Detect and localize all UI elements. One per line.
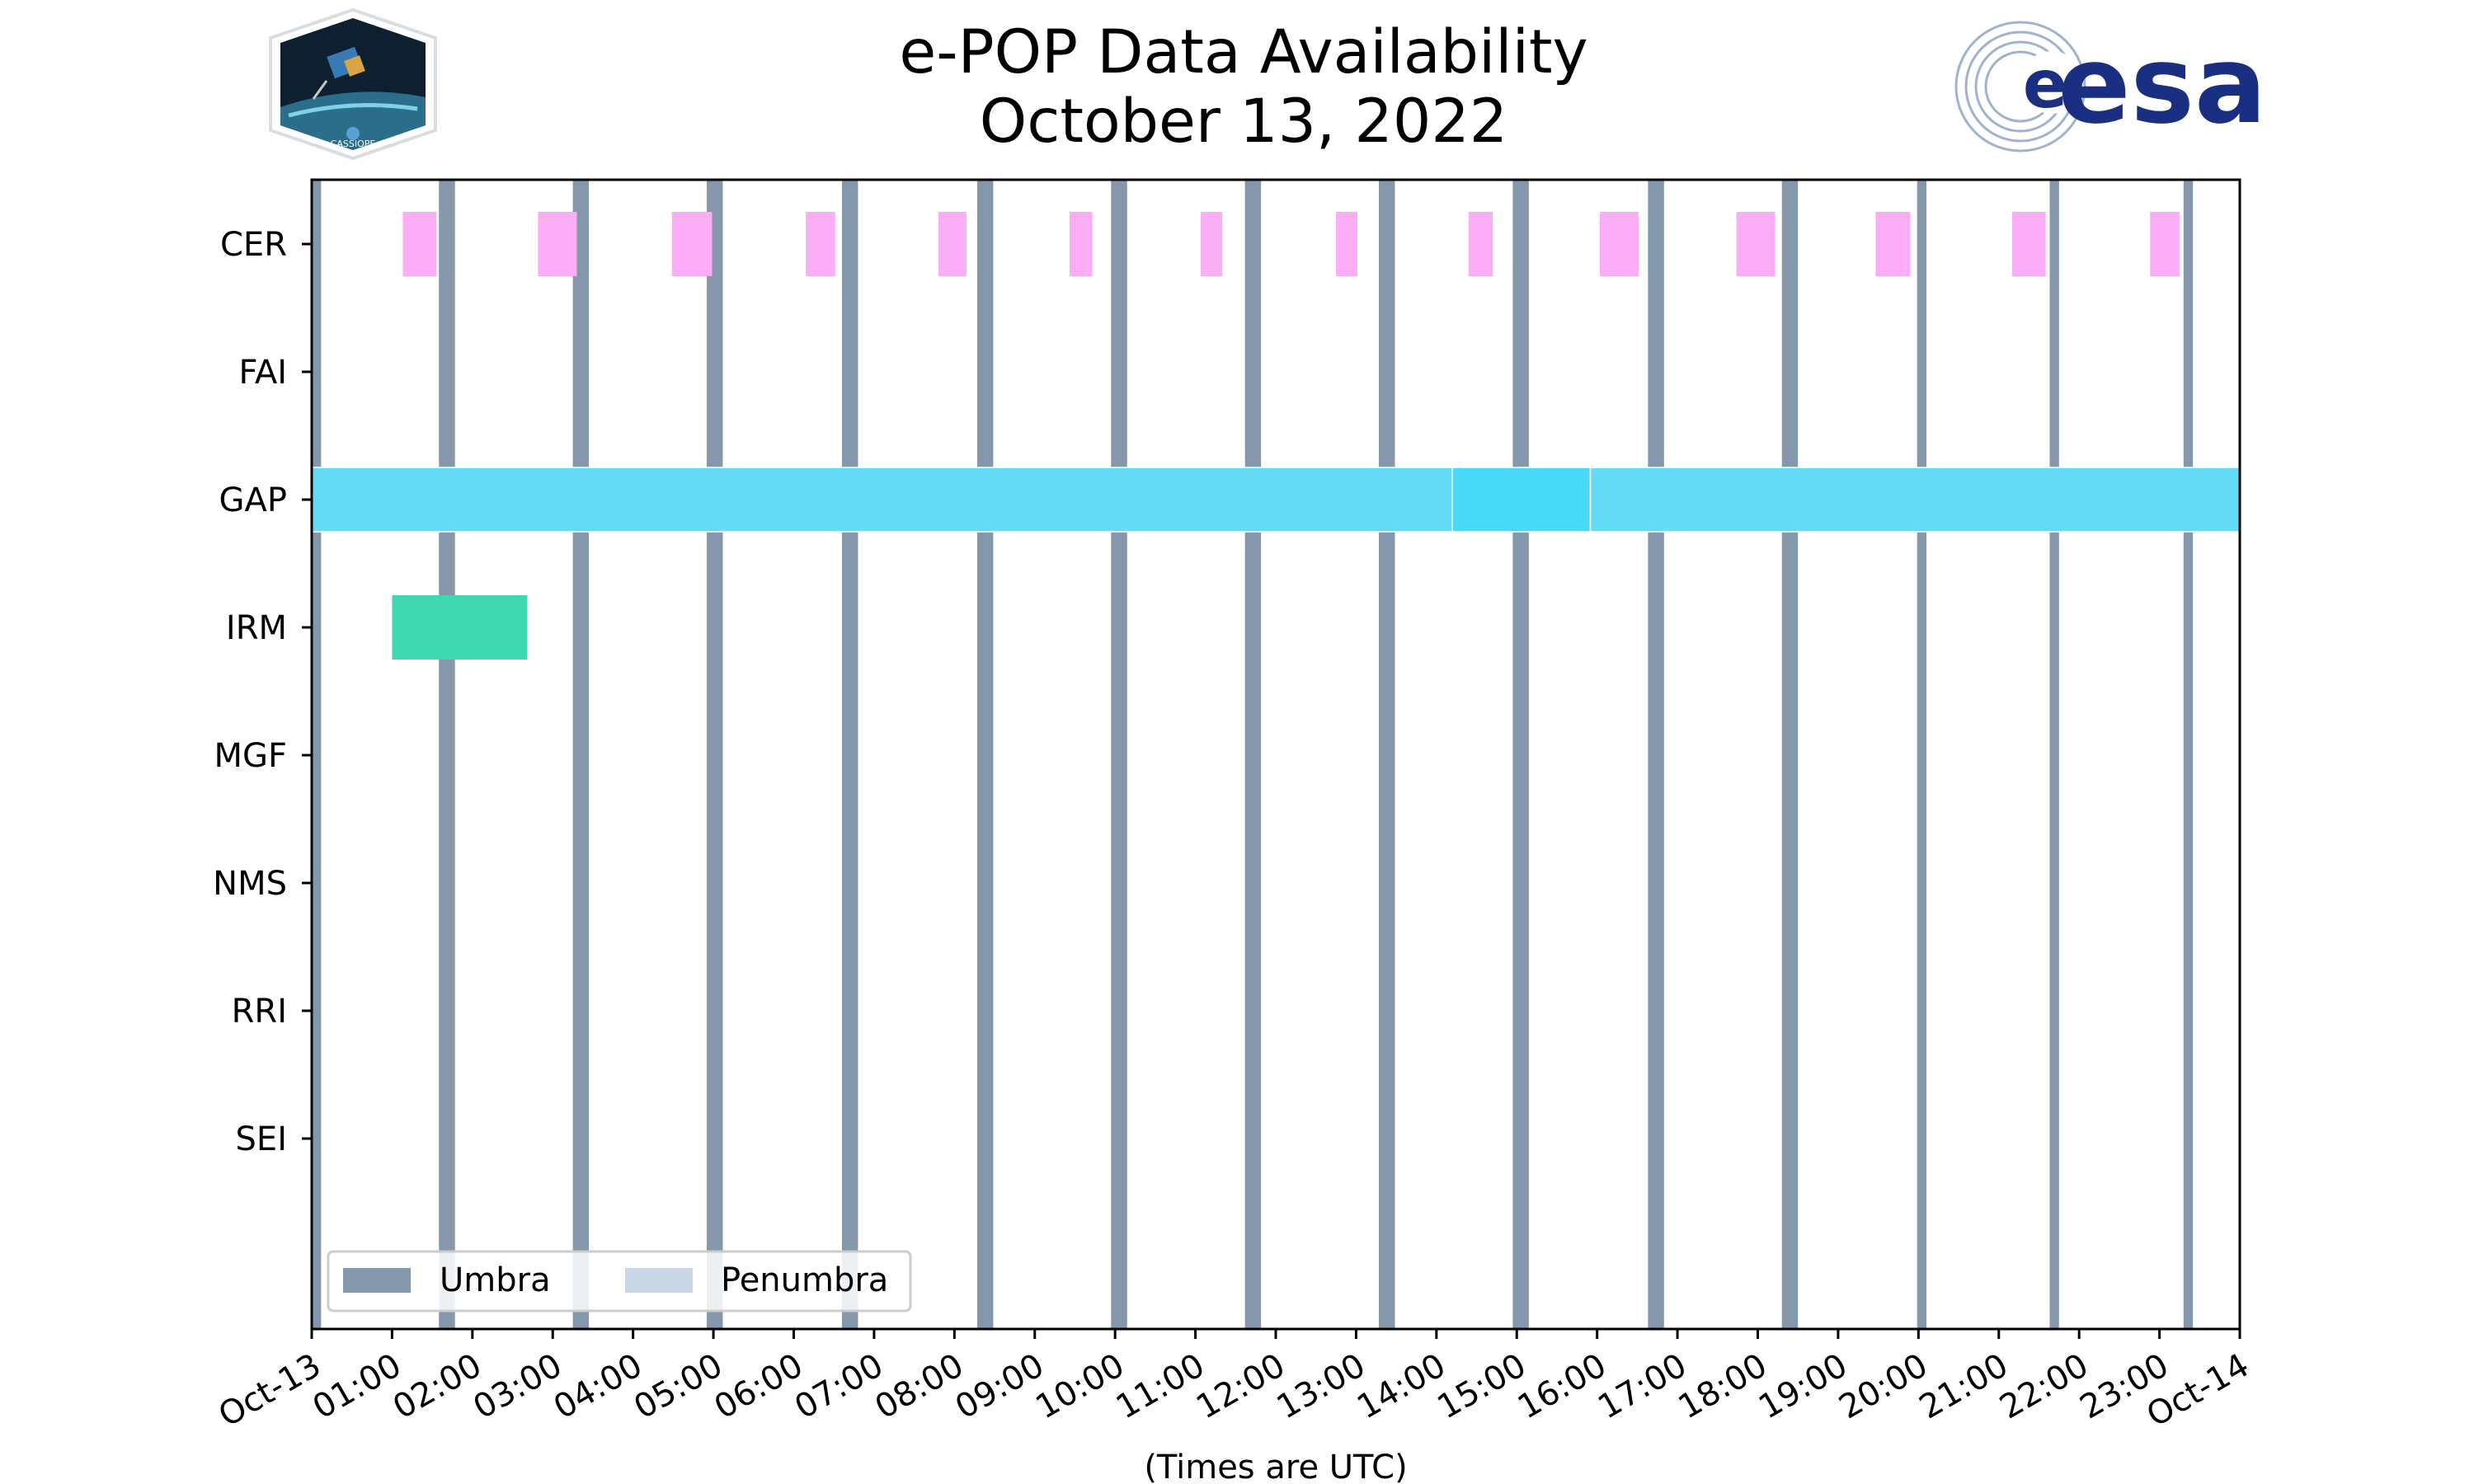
umbra-band: [312, 180, 322, 1329]
x-tick-label: 18:00: [1672, 1346, 1774, 1426]
x-tick-label: 10:00: [1029, 1346, 1131, 1426]
umbra-band: [1512, 180, 1529, 1329]
x-tick-label: 05:00: [628, 1346, 729, 1426]
x-tick-label: 13:00: [1271, 1346, 1372, 1426]
availability-bar-cer: [1468, 212, 1493, 276]
svg-text:e: e: [2023, 46, 2067, 123]
availability-bar-cer: [1069, 212, 1093, 276]
y-tick-label: NMS: [213, 865, 287, 903]
esa-logo: e esa: [1954, 21, 2267, 153]
y-tick-label: MGF: [214, 737, 287, 775]
legend-swatch-umbra: [343, 1268, 411, 1293]
chart-title-line-1: e-POP Data Availability: [899, 17, 1587, 87]
cassiope-logo: CASSIOPE: [269, 7, 437, 161]
availability-bar-cer: [1599, 212, 1639, 276]
x-tick-label: 11:00: [1110, 1346, 1211, 1426]
umbra-band: [1244, 180, 1262, 1329]
umbra-band: [976, 180, 994, 1329]
plot-frame: [310, 178, 2241, 1331]
x-axis: Oct-1301:0002:0003:0004:0005:0006:0007:0…: [213, 1329, 2255, 1435]
availability-bar-cer: [938, 212, 967, 276]
umbra-band: [2183, 180, 2194, 1329]
x-tick-label: 17:00: [1592, 1346, 1693, 1426]
x-tick-label: 14:00: [1351, 1346, 1452, 1426]
availability-bar-cer: [2011, 212, 2046, 276]
x-tick-label: 01:00: [307, 1346, 408, 1426]
x-tick-label: 02:00: [387, 1346, 488, 1426]
availability-bar-gap: [1589, 467, 2241, 533]
umbra-band: [439, 180, 455, 1329]
svg-text:CASSIOPE: CASSIOPE: [331, 139, 376, 149]
x-tick-label: 08:00: [868, 1346, 970, 1426]
y-axis: CER FAI GAP IRM MGF NMS RRI SEI: [213, 226, 312, 1158]
legend-label-penumbra: Penumbra: [721, 1261, 888, 1299]
x-tick-label: 12:00: [1190, 1346, 1291, 1426]
availability-bar-cer: [1336, 212, 1358, 276]
umbra-band: [841, 180, 858, 1329]
y-tick-label: FAI: [239, 354, 288, 392]
x-tick-label: 04:00: [548, 1346, 649, 1426]
legend-box: [327, 1250, 912, 1313]
x-tick-label: 19:00: [1752, 1346, 1854, 1426]
x-tick-label: 22:00: [1993, 1346, 2095, 1426]
x-axis-label: (Times are UTC): [1144, 1449, 1407, 1484]
umbra-band: [2049, 180, 2059, 1329]
umbra-band: [1781, 180, 1799, 1329]
availability-bar-irm: [392, 595, 528, 660]
availability-bar-cer: [538, 212, 577, 276]
umbra-band: [572, 180, 590, 1329]
availability-bar-gap: [311, 467, 1454, 533]
availability-bar-cer: [1875, 212, 1911, 276]
x-tick-label: 20:00: [1832, 1346, 1934, 1426]
availability-bars: [311, 212, 2241, 660]
y-tick-label: RRI: [232, 993, 287, 1031]
x-tick-label: Oct-13: [213, 1346, 327, 1435]
x-tick-label: 06:00: [708, 1346, 810, 1426]
availability-bar-cer: [806, 212, 835, 276]
availability-bar-cer: [2150, 212, 2180, 276]
umbra-band: [1648, 180, 1664, 1329]
y-tick-label: CER: [220, 226, 287, 264]
x-tick-label: 15:00: [1431, 1346, 1532, 1426]
x-tick-label: 21:00: [1913, 1346, 2015, 1426]
umbra-band: [1111, 180, 1127, 1329]
umbra-band: [706, 180, 723, 1329]
availability-bar-cer: [402, 212, 436, 276]
legend: Umbra Penumbra: [327, 1250, 912, 1313]
x-tick-label: 07:00: [788, 1346, 890, 1426]
availability-bar-gap: [1451, 467, 1592, 533]
x-tick-label: 16:00: [1512, 1346, 1613, 1426]
umbra-band: [1379, 180, 1395, 1329]
svg-text:esa: esa: [2058, 22, 2266, 148]
y-tick-label: IRM: [226, 609, 287, 647]
legend-swatch-penumbra: [625, 1268, 693, 1293]
y-tick-label: SEI: [236, 1120, 287, 1158]
y-tick-label: GAP: [219, 481, 287, 519]
availability-bar-cer: [671, 212, 713, 276]
umbra-bands: [312, 180, 2194, 1329]
umbra-band: [1917, 180, 1927, 1329]
x-tick-label: 03:00: [467, 1346, 568, 1426]
availability-bar-cer: [1201, 212, 1223, 276]
legend-label-umbra: Umbra: [440, 1261, 551, 1299]
chart-title-line-2: October 13, 2022: [980, 87, 1507, 157]
x-tick-label: 09:00: [949, 1346, 1051, 1426]
availability-bar-cer: [1736, 212, 1776, 276]
